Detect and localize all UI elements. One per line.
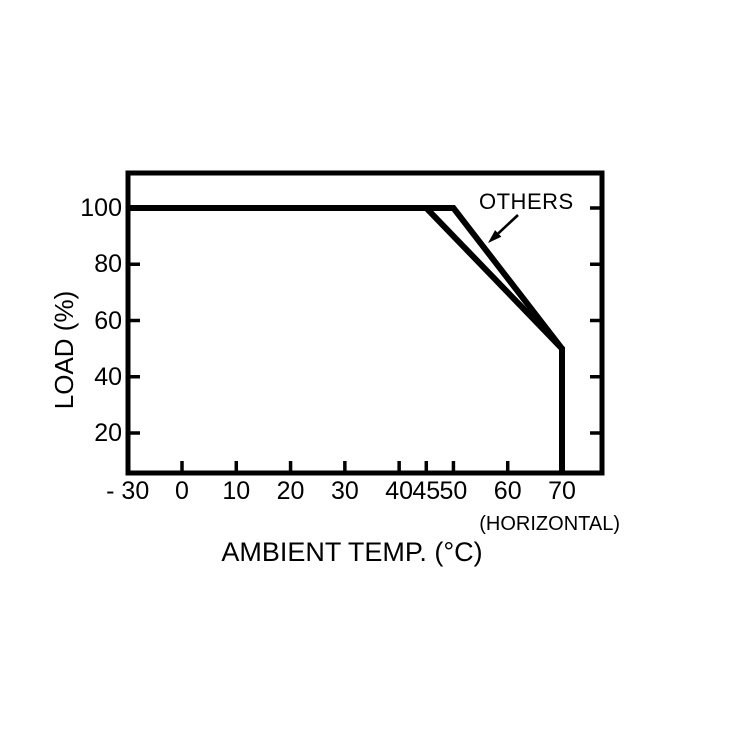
x-tick-label: 50	[439, 477, 468, 505]
x-tick-label: - 30	[106, 477, 150, 505]
x-tick-label: 45	[412, 477, 441, 505]
x-axis-title: AMBIENT TEMP. (°C)	[221, 537, 483, 567]
y-tick-label: 40	[94, 362, 122, 391]
x-tick-label: 20	[276, 477, 305, 505]
x-tick-label: 40	[385, 477, 414, 505]
y-tick-label: 100	[80, 194, 122, 222]
curve-others	[127, 205, 565, 473]
curve-horizontal	[127, 205, 565, 473]
y-tick-label: 80	[94, 250, 122, 279]
x-tick-label: 60	[493, 477, 522, 505]
annotation-arrow-shaft	[497, 214, 519, 235]
y-tick-label: 60	[94, 306, 122, 335]
horizontal-orientation-note: (HORIZONTAL)	[479, 513, 620, 535]
y-axis-title: LOAD (%)	[49, 290, 79, 410]
others-curve-label: OTHERS	[479, 189, 574, 214]
y-tick-label: 20	[94, 419, 122, 447]
x-tick-label: 30	[330, 477, 359, 505]
x-tick-label: 0	[175, 477, 189, 505]
x-tick-label: 10	[222, 477, 251, 505]
annotation-arrow-head	[488, 230, 502, 243]
x-tick-label: 70	[548, 477, 576, 505]
plot-border	[125, 170, 605, 476]
